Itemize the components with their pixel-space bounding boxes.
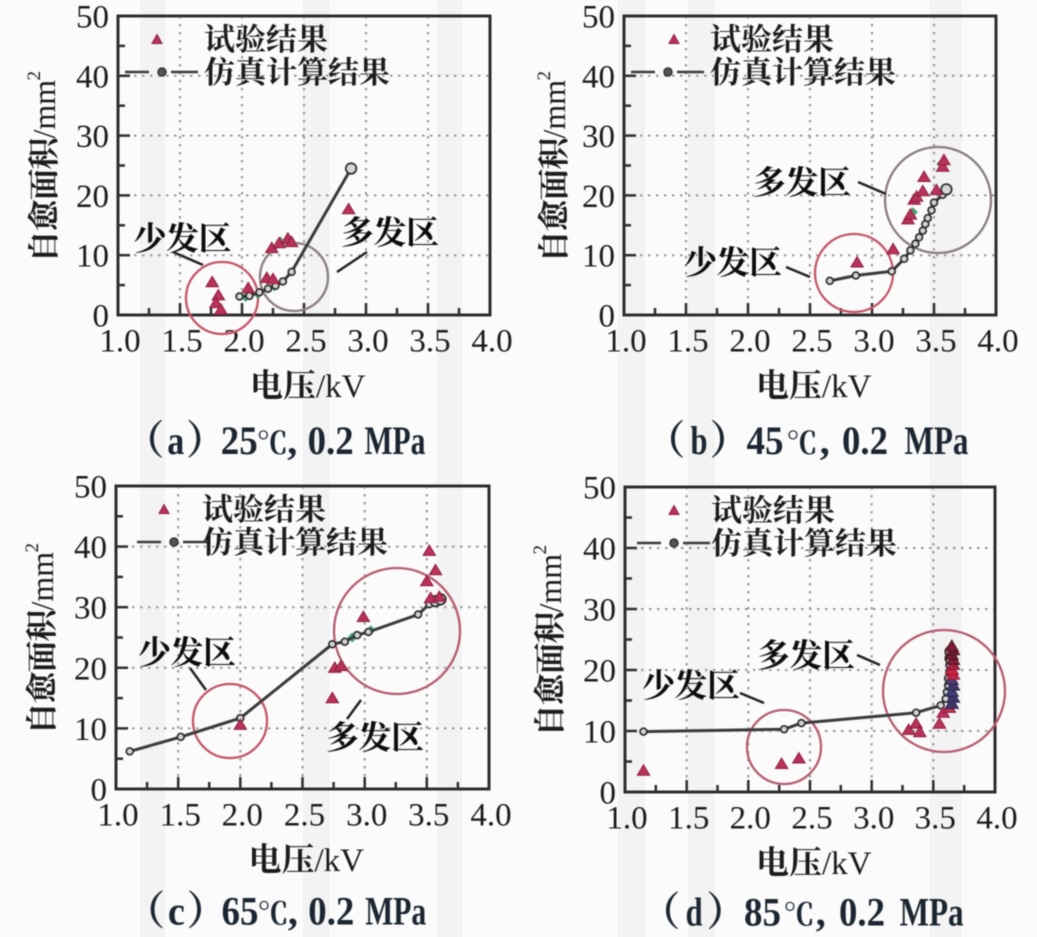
svg-text:0: 0	[600, 776, 617, 812]
svg-text:3.5: 3.5	[408, 798, 449, 834]
svg-text:4.0: 4.0	[470, 798, 511, 834]
svg-text:10: 10	[74, 712, 107, 748]
svg-text:0: 0	[93, 299, 110, 335]
svg-text:40: 40	[582, 59, 615, 95]
svg-text:50: 50	[76, 0, 109, 36]
svg-text:4.0: 4.0	[471, 324, 512, 360]
svg-text:3.0: 3.0	[347, 324, 388, 360]
svg-text:,: ,	[288, 889, 298, 934]
svg-text:3.5: 3.5	[409, 324, 450, 360]
svg-text:50: 50	[583, 471, 616, 507]
svg-text:3.5: 3.5	[915, 801, 956, 837]
svg-text:d: d	[686, 890, 703, 935]
svg-text:1.5: 1.5	[160, 798, 201, 834]
svg-text:/mm: /mm	[532, 554, 568, 613]
svg-text:30: 30	[583, 593, 616, 629]
svg-text:0.2: 0.2	[842, 418, 888, 463]
svg-text:3.5: 3.5	[915, 324, 956, 360]
svg-text:10: 10	[583, 715, 616, 751]
svg-text:/kV: /kV	[315, 843, 365, 879]
svg-text:0.2: 0.2	[308, 418, 354, 463]
svg-text:50: 50	[74, 470, 107, 506]
svg-text:40: 40	[76, 59, 109, 95]
svg-text:2.0: 2.0	[222, 798, 263, 834]
svg-text:0.2: 0.2	[308, 889, 354, 934]
svg-text:30: 30	[582, 119, 615, 155]
svg-text:2.5: 2.5	[284, 798, 325, 834]
svg-text:3.0: 3.0	[853, 801, 894, 837]
svg-text:1.0: 1.0	[606, 801, 647, 837]
svg-text:2: 2	[534, 71, 555, 81]
svg-text:1.5: 1.5	[668, 801, 709, 837]
svg-text:/kV: /kV	[822, 369, 872, 405]
svg-text:20: 20	[74, 651, 107, 687]
svg-text:MPa: MPa	[900, 890, 964, 935]
svg-text:10: 10	[582, 239, 615, 275]
svg-text:2: 2	[22, 543, 43, 553]
svg-text:1.0: 1.0	[97, 798, 138, 834]
svg-text:/mm: /mm	[24, 552, 60, 611]
svg-text:c: c	[168, 889, 185, 934]
svg-text:0: 0	[599, 299, 616, 335]
svg-text:1.0: 1.0	[605, 324, 646, 360]
svg-text:b: b	[691, 418, 708, 463]
svg-text:40: 40	[583, 532, 616, 568]
svg-text:2: 2	[24, 71, 45, 81]
svg-text:2.0: 2.0	[223, 324, 264, 360]
svg-text:a: a	[167, 418, 184, 463]
svg-text:1.5: 1.5	[667, 324, 708, 360]
svg-text:3.0: 3.0	[346, 798, 387, 834]
svg-text:2.5: 2.5	[791, 324, 832, 360]
svg-text:MPa: MPa	[905, 418, 969, 463]
svg-text:1.0: 1.0	[99, 324, 140, 360]
svg-text:2.5: 2.5	[791, 801, 832, 837]
svg-text:20: 20	[582, 179, 615, 215]
svg-text:50: 50	[582, 0, 615, 36]
svg-text:/kV: /kV	[316, 369, 366, 405]
svg-text:20: 20	[76, 179, 109, 215]
svg-text:,: ,	[820, 418, 830, 463]
svg-text:3.0: 3.0	[853, 324, 894, 360]
svg-text:30: 30	[76, 119, 109, 155]
svg-text:0: 0	[91, 773, 108, 809]
svg-text:65: 65	[222, 889, 259, 934]
svg-text:/mm: /mm	[536, 80, 572, 139]
svg-text:2.5: 2.5	[285, 324, 326, 360]
svg-text:MPa: MPa	[365, 889, 426, 934]
svg-text:,: ,	[287, 418, 297, 463]
svg-text:4.0: 4.0	[976, 801, 1017, 837]
svg-text:2: 2	[530, 545, 551, 555]
svg-text:/kV: /kV	[822, 846, 872, 882]
svg-text:45: 45	[747, 418, 784, 463]
svg-text:85: 85	[744, 890, 781, 935]
svg-text:/mm: /mm	[26, 80, 62, 139]
svg-text:2.0: 2.0	[730, 801, 771, 837]
svg-text:25: 25	[221, 418, 258, 463]
svg-text:MPa: MPa	[365, 418, 426, 463]
svg-text:40: 40	[74, 530, 107, 566]
svg-text:10: 10	[76, 239, 109, 275]
svg-text:4.0: 4.0	[977, 324, 1018, 360]
svg-text:,: ,	[816, 890, 826, 935]
svg-text:1.5: 1.5	[161, 324, 202, 360]
svg-text:20: 20	[583, 654, 616, 690]
svg-text:0.2: 0.2	[839, 890, 885, 935]
svg-text:30: 30	[74, 591, 107, 627]
svg-text:2.0: 2.0	[729, 324, 770, 360]
